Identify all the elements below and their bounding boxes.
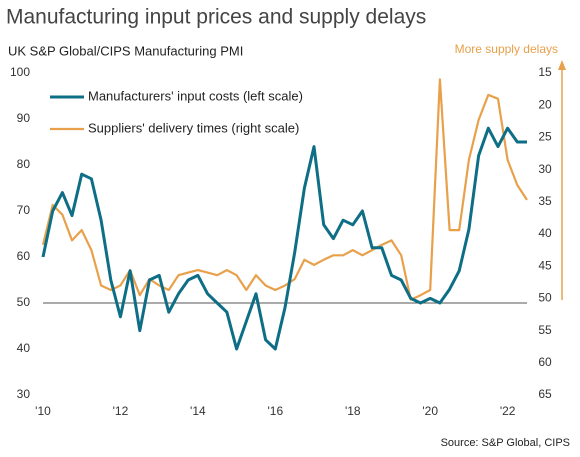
x-tick-label: '16 xyxy=(267,404,283,418)
series-line xyxy=(41,126,527,351)
y-tick-label: 100 xyxy=(10,65,30,79)
annotation: More supply delays xyxy=(455,42,558,56)
x-tick-label: '14 xyxy=(190,404,206,418)
legend-label: Suppliers' delivery times (right scale) xyxy=(88,120,299,135)
x-tick-label: '12 xyxy=(113,404,129,418)
x-tick-label: '22 xyxy=(500,404,516,418)
y-tick-label: 30 xyxy=(17,387,31,401)
legend-label: Manufacturers' input costs (left scale) xyxy=(88,88,303,103)
y2-tick-label: 30 xyxy=(538,162,552,176)
arrow-head xyxy=(558,60,566,70)
y2-tick-label: 35 xyxy=(538,194,552,208)
source: Source: S&P Global, CIPS xyxy=(441,437,570,449)
x-tick-label: '18 xyxy=(345,404,361,418)
y-tick-label: 60 xyxy=(17,249,31,263)
y2-tick-label: 20 xyxy=(538,97,552,111)
y-tick-label: 80 xyxy=(17,157,31,171)
y2-tick-label: 25 xyxy=(538,130,552,144)
y2-tick-label: 50 xyxy=(538,291,552,305)
chart-title: Manufacturing input prices and supply de… xyxy=(6,6,426,29)
y2-tick-label: 60 xyxy=(538,355,552,369)
y2-tick-label: 65 xyxy=(538,387,552,401)
series-line xyxy=(41,78,528,301)
y2-tick-label: 40 xyxy=(538,226,552,240)
y2-tick-label: 55 xyxy=(538,323,552,337)
y-tick-label: 50 xyxy=(17,295,31,309)
y2-tick-label: 15 xyxy=(538,65,552,79)
x-tick-label: '20 xyxy=(422,404,438,418)
subtitle: UK S&P Global/CIPS Manufacturing PMI xyxy=(8,43,243,58)
x-tick-label: '10 xyxy=(35,404,51,418)
y2-tick-label: 45 xyxy=(538,258,552,272)
y-tick-label: 90 xyxy=(17,111,31,125)
y-tick-label: 40 xyxy=(17,341,31,355)
y-tick-label: 70 xyxy=(17,203,31,217)
